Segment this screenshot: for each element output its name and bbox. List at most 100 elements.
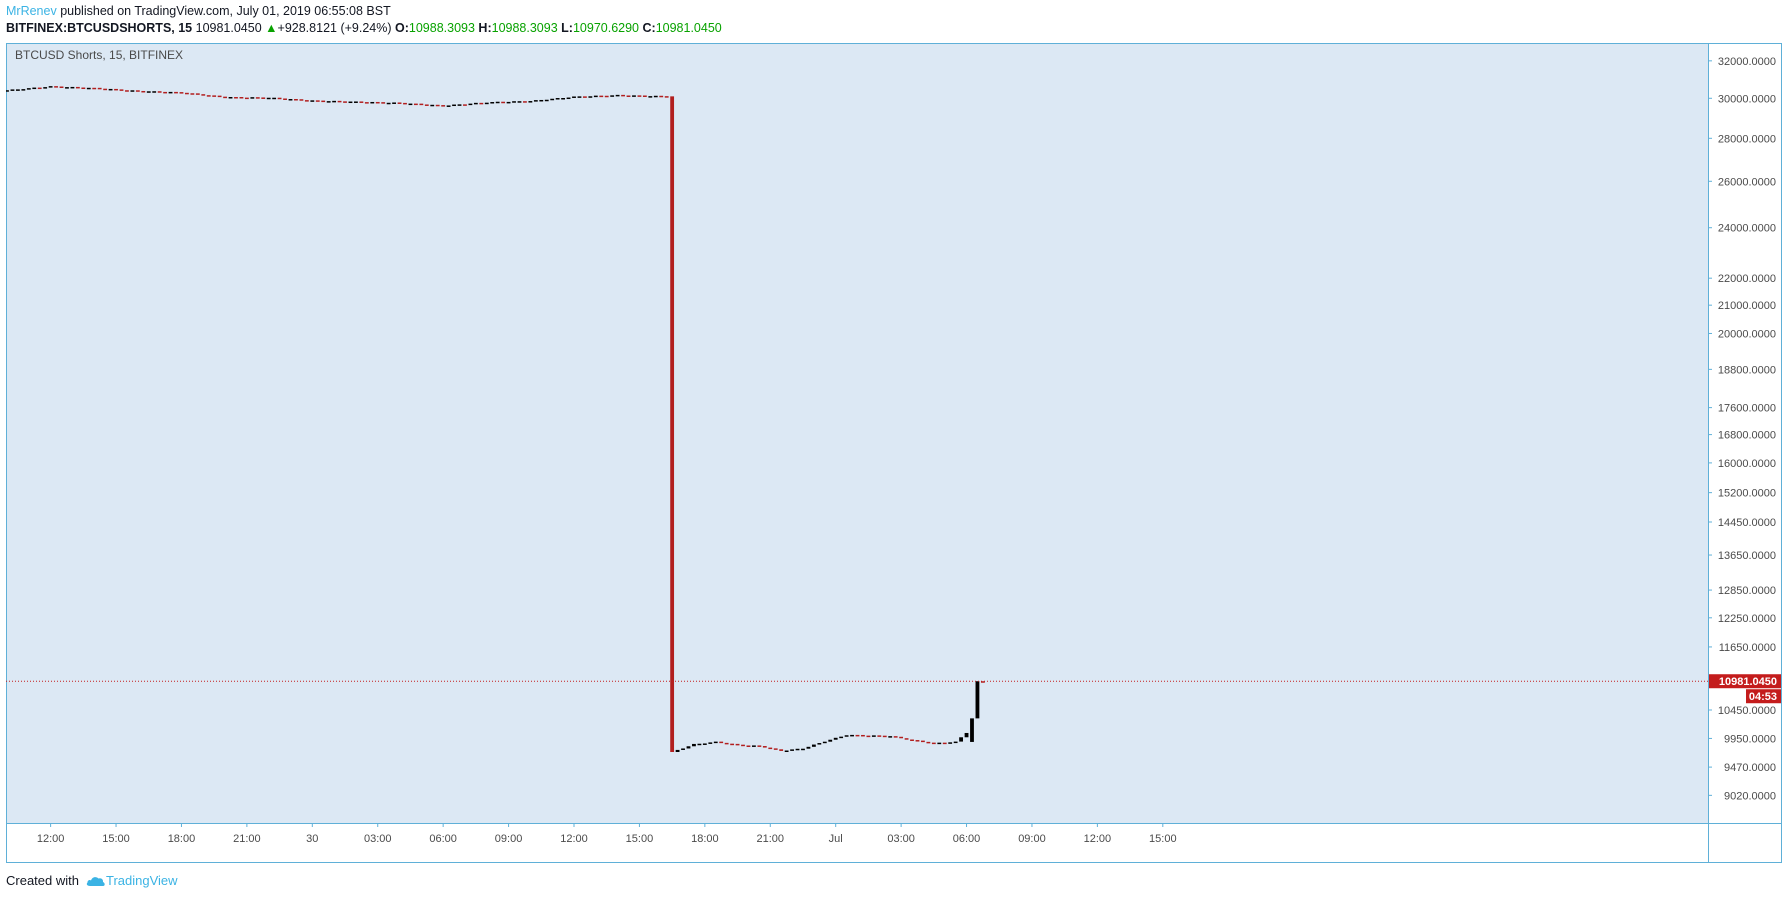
candle [452, 104, 456, 107]
candle [32, 87, 37, 90]
candle [593, 95, 598, 98]
y-tick-label: 12250.0000 [1718, 613, 1776, 625]
candle [326, 101, 331, 103]
candle [463, 104, 467, 106]
y-tick-label: 10450.0000 [1718, 705, 1776, 717]
candle [533, 100, 538, 102]
candle [719, 741, 724, 744]
candle [697, 743, 702, 746]
close-value: 10981.0450 [655, 21, 722, 35]
candle [811, 744, 816, 747]
candle [850, 734, 854, 737]
y-tick-label: 17600.0000 [1718, 403, 1776, 415]
candle [250, 97, 255, 99]
candle [779, 749, 784, 751]
candle [817, 743, 822, 745]
candle [239, 97, 244, 99]
candle [959, 737, 963, 742]
candle [228, 97, 233, 99]
published-text: published on TradingView.com, July 01, 2… [60, 4, 391, 18]
candle [424, 104, 429, 106]
candle [888, 736, 893, 738]
axis-corner [1708, 823, 1782, 863]
brand-label[interactable]: TradingView [105, 873, 178, 888]
candle [75, 86, 80, 89]
candle [604, 95, 609, 98]
candle [255, 97, 260, 99]
candle [43, 87, 48, 89]
x-tick-label: 15:00 [102, 833, 130, 845]
candle [26, 88, 31, 90]
candle [435, 104, 440, 107]
candle [801, 748, 805, 751]
price-chart[interactable]: 32000.0000 30000.0000 28000.0000 26000.0000… [6, 43, 1782, 863]
last-price-badge [1709, 674, 1781, 689]
x-tick-label: 12:00 [1084, 833, 1112, 845]
candle [882, 735, 887, 738]
candle [904, 738, 909, 740]
x-tick-label: 21:00 [233, 833, 261, 845]
candle [163, 91, 168, 94]
ohlc-bar: BITFINEX:BTCUSDSHORTS, 15 10981.0450 ▲+9… [6, 21, 722, 35]
candle [283, 98, 287, 100]
candle [839, 736, 844, 739]
candle [692, 743, 696, 747]
candle [65, 87, 69, 89]
candle [790, 749, 794, 751]
candle [632, 95, 636, 97]
candle [48, 86, 53, 88]
candle [321, 100, 326, 103]
candle [893, 736, 898, 738]
candle [822, 741, 827, 744]
candle [108, 88, 113, 91]
close-label: C: [642, 21, 656, 35]
candle [408, 103, 413, 106]
candle [294, 99, 298, 101]
y-tick-label: 28000.0000 [1718, 133, 1776, 145]
candle [877, 735, 882, 737]
candle [806, 746, 811, 749]
candle [359, 101, 364, 103]
candle [59, 86, 64, 88]
event-candle [975, 681, 980, 719]
candle [937, 742, 942, 745]
x-tick-label: 18:00 [691, 833, 719, 845]
y-tick-label: 24000.0000 [1718, 223, 1776, 235]
candle [910, 739, 914, 741]
y-tick-label: 18800.0000 [1718, 364, 1776, 376]
candle [550, 98, 555, 101]
tradingview-link[interactable]: TradingView [82, 873, 178, 888]
candle [157, 91, 162, 93]
candle [942, 742, 947, 745]
publish-info: MrRenev published on TradingView.com, Ju… [6, 4, 391, 18]
time-axis[interactable] [6, 823, 1708, 863]
x-tick-label: 15:00 [626, 833, 654, 845]
x-tick-label: 03:00 [887, 833, 915, 845]
candle [146, 91, 151, 93]
countdown-label: 04:53 [1749, 691, 1777, 703]
candles [6, 86, 985, 752]
candle [833, 737, 838, 740]
candle [490, 102, 495, 104]
chart-container[interactable]: 32000.0000 30000.0000 28000.0000 26000.0000… [6, 43, 1782, 863]
candle [54, 86, 58, 88]
y-tick-label: 15200.0000 [1718, 488, 1776, 500]
candle [861, 734, 865, 737]
candle [539, 99, 544, 102]
candle [223, 96, 227, 99]
candle [217, 95, 222, 98]
candle [577, 96, 582, 98]
candle [724, 742, 729, 745]
candle [201, 94, 206, 96]
candle [6, 90, 9, 92]
candle [397, 102, 402, 104]
candle [713, 741, 718, 744]
candle [610, 95, 615, 97]
x-tick-label: 06:00 [953, 833, 981, 845]
candle [757, 745, 762, 747]
plot-area[interactable] [6, 43, 1708, 823]
chart-title: BTCUSD Shorts, 15, BITFINEX [15, 48, 183, 62]
candle [212, 95, 217, 97]
last-price-label: 10981.0450 [1719, 676, 1777, 688]
author-link[interactable]: MrRenev [6, 4, 57, 18]
